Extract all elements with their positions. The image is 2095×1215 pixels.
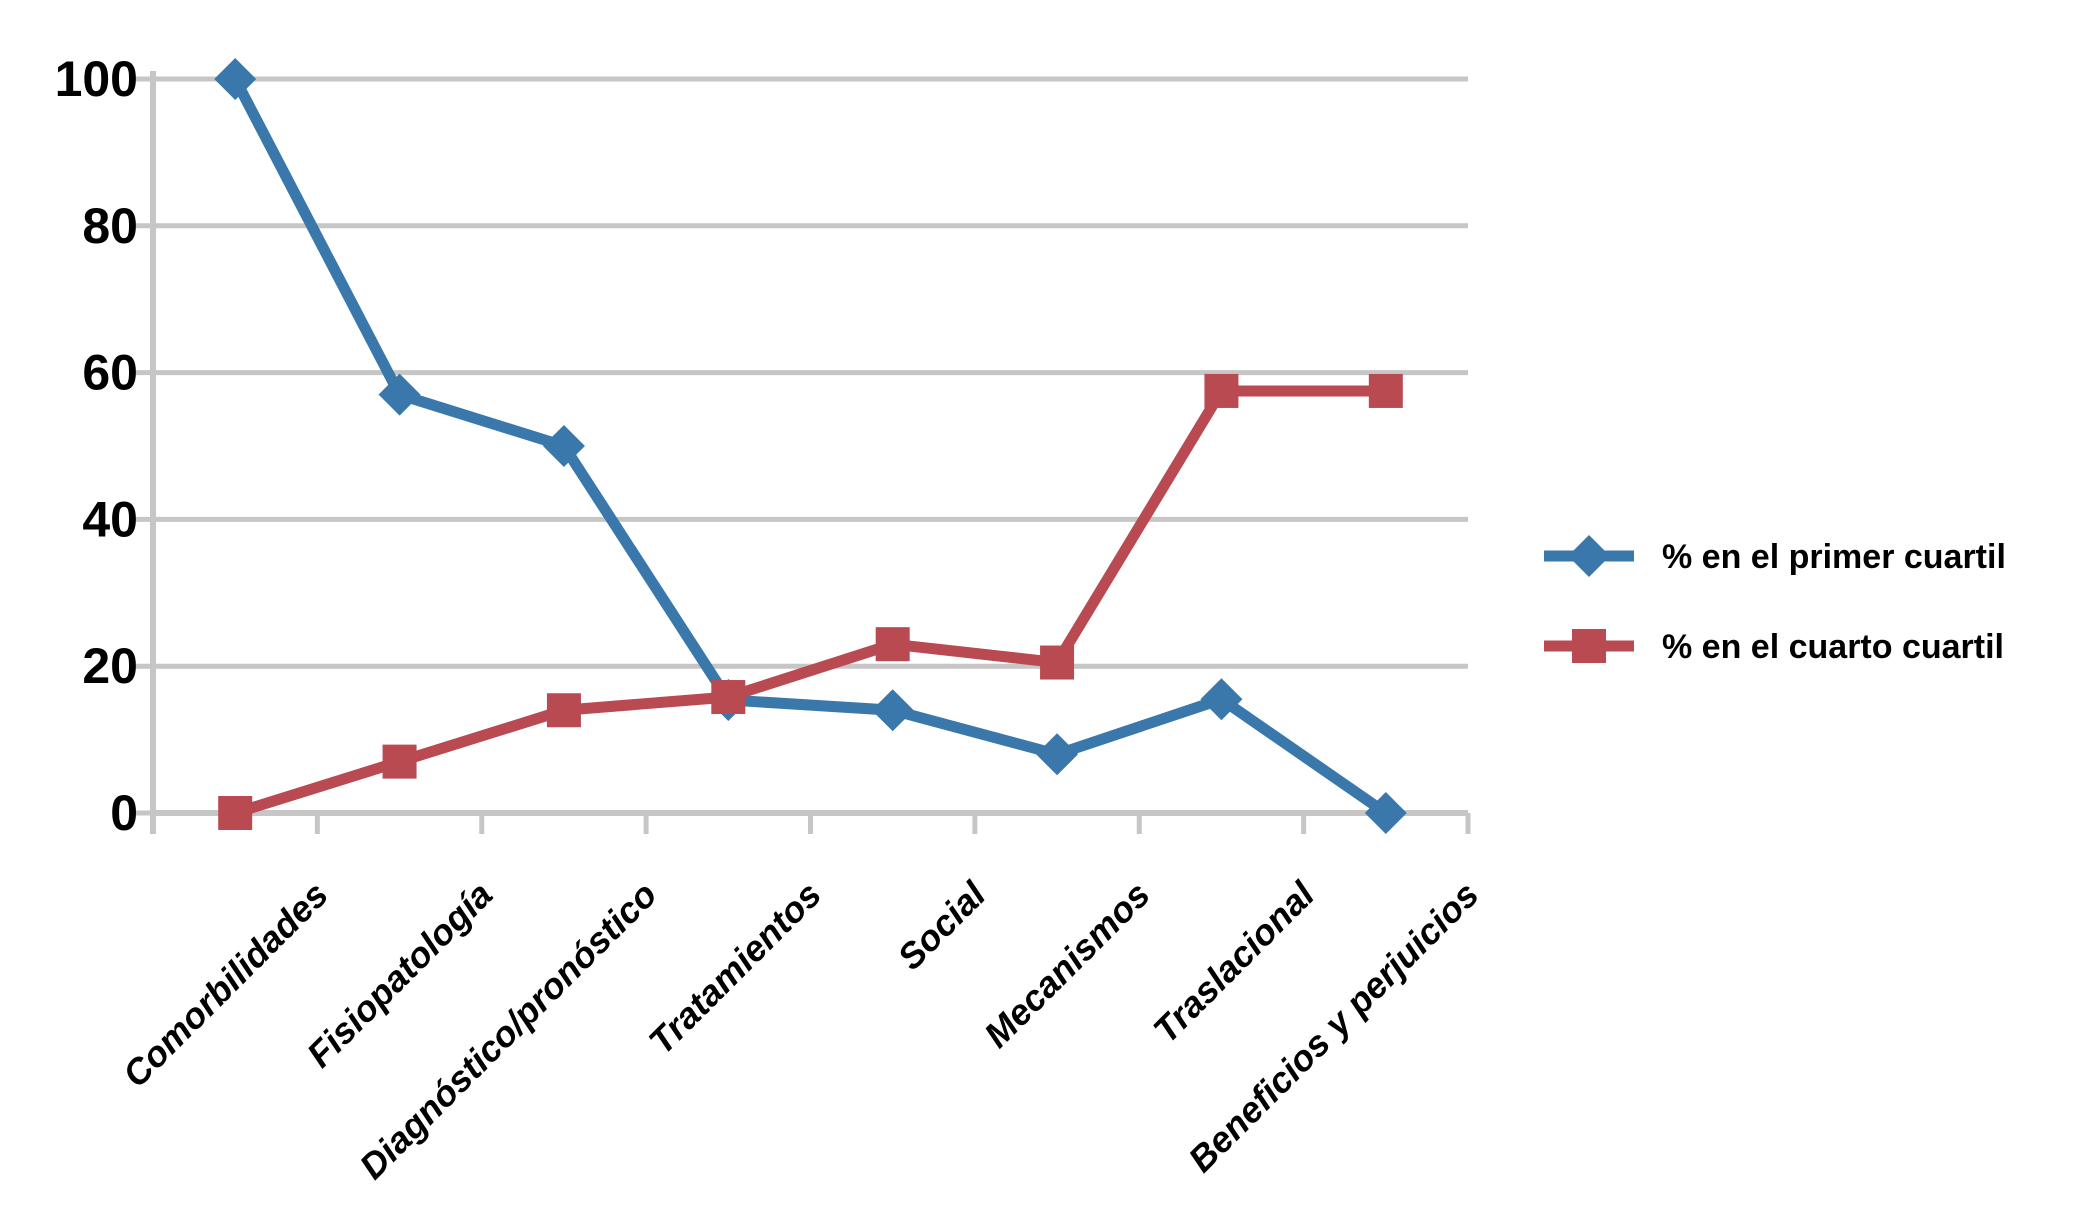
- data-point-marker-s0-6: [1200, 678, 1243, 721]
- y-tick-label-40: 40: [82, 491, 138, 547]
- data-point-marker-s1-5: [1040, 645, 1075, 680]
- series-line-1: [233, 385, 1386, 819]
- legend-diamond-icon: [1568, 535, 1610, 577]
- x-category-label-4: Social: [889, 873, 994, 978]
- data-point-marker-s1-0: [218, 796, 253, 830]
- y-tick-label-80: 80: [82, 198, 138, 254]
- data-point-marker-s1-1: [382, 744, 417, 779]
- x-category-label-7: Beneficios y perjuicios: [1180, 874, 1486, 1180]
- data-point-marker-s1-7: [1368, 373, 1403, 408]
- y-tick-label-60: 60: [82, 345, 138, 401]
- y-tick-label-0: 0: [110, 785, 138, 841]
- data-point-marker-s0-7: [1364, 792, 1407, 834]
- data-point-marker-s0-4: [871, 689, 914, 732]
- data-point-marker-s1-2: [546, 693, 581, 728]
- series-line-0: [230, 76, 1389, 818]
- y-tick-label-100: 100: [55, 51, 138, 107]
- y-tick-label-20: 20: [82, 638, 138, 694]
- x-category-label-5: Mecanismos: [976, 874, 1158, 1056]
- data-point-marker-s0-5: [1036, 733, 1079, 776]
- legend-label-1: % en el cuarto cuartil: [1662, 628, 2004, 666]
- data-point-marker-s0-2: [542, 425, 585, 467]
- legend-square-icon: [1572, 629, 1606, 663]
- data-point-marker-s1-4: [875, 627, 910, 662]
- x-category-label-2: Diagnóstico/pronóstico: [351, 874, 664, 1187]
- data-point-marker-s0-1: [378, 373, 421, 416]
- data-point-marker-s1-6: [1204, 373, 1239, 408]
- data-point-marker-s1-3: [711, 680, 746, 715]
- legend-label-0: % en el primer cuartil: [1662, 538, 2006, 576]
- x-category-label-0: Comorbilidades: [114, 874, 335, 1095]
- x-category-label-3: Tratamientos: [641, 874, 829, 1062]
- data-point-marker-s0-0: [214, 58, 257, 100]
- x-category-label-6: Traslacional: [1145, 873, 1323, 1051]
